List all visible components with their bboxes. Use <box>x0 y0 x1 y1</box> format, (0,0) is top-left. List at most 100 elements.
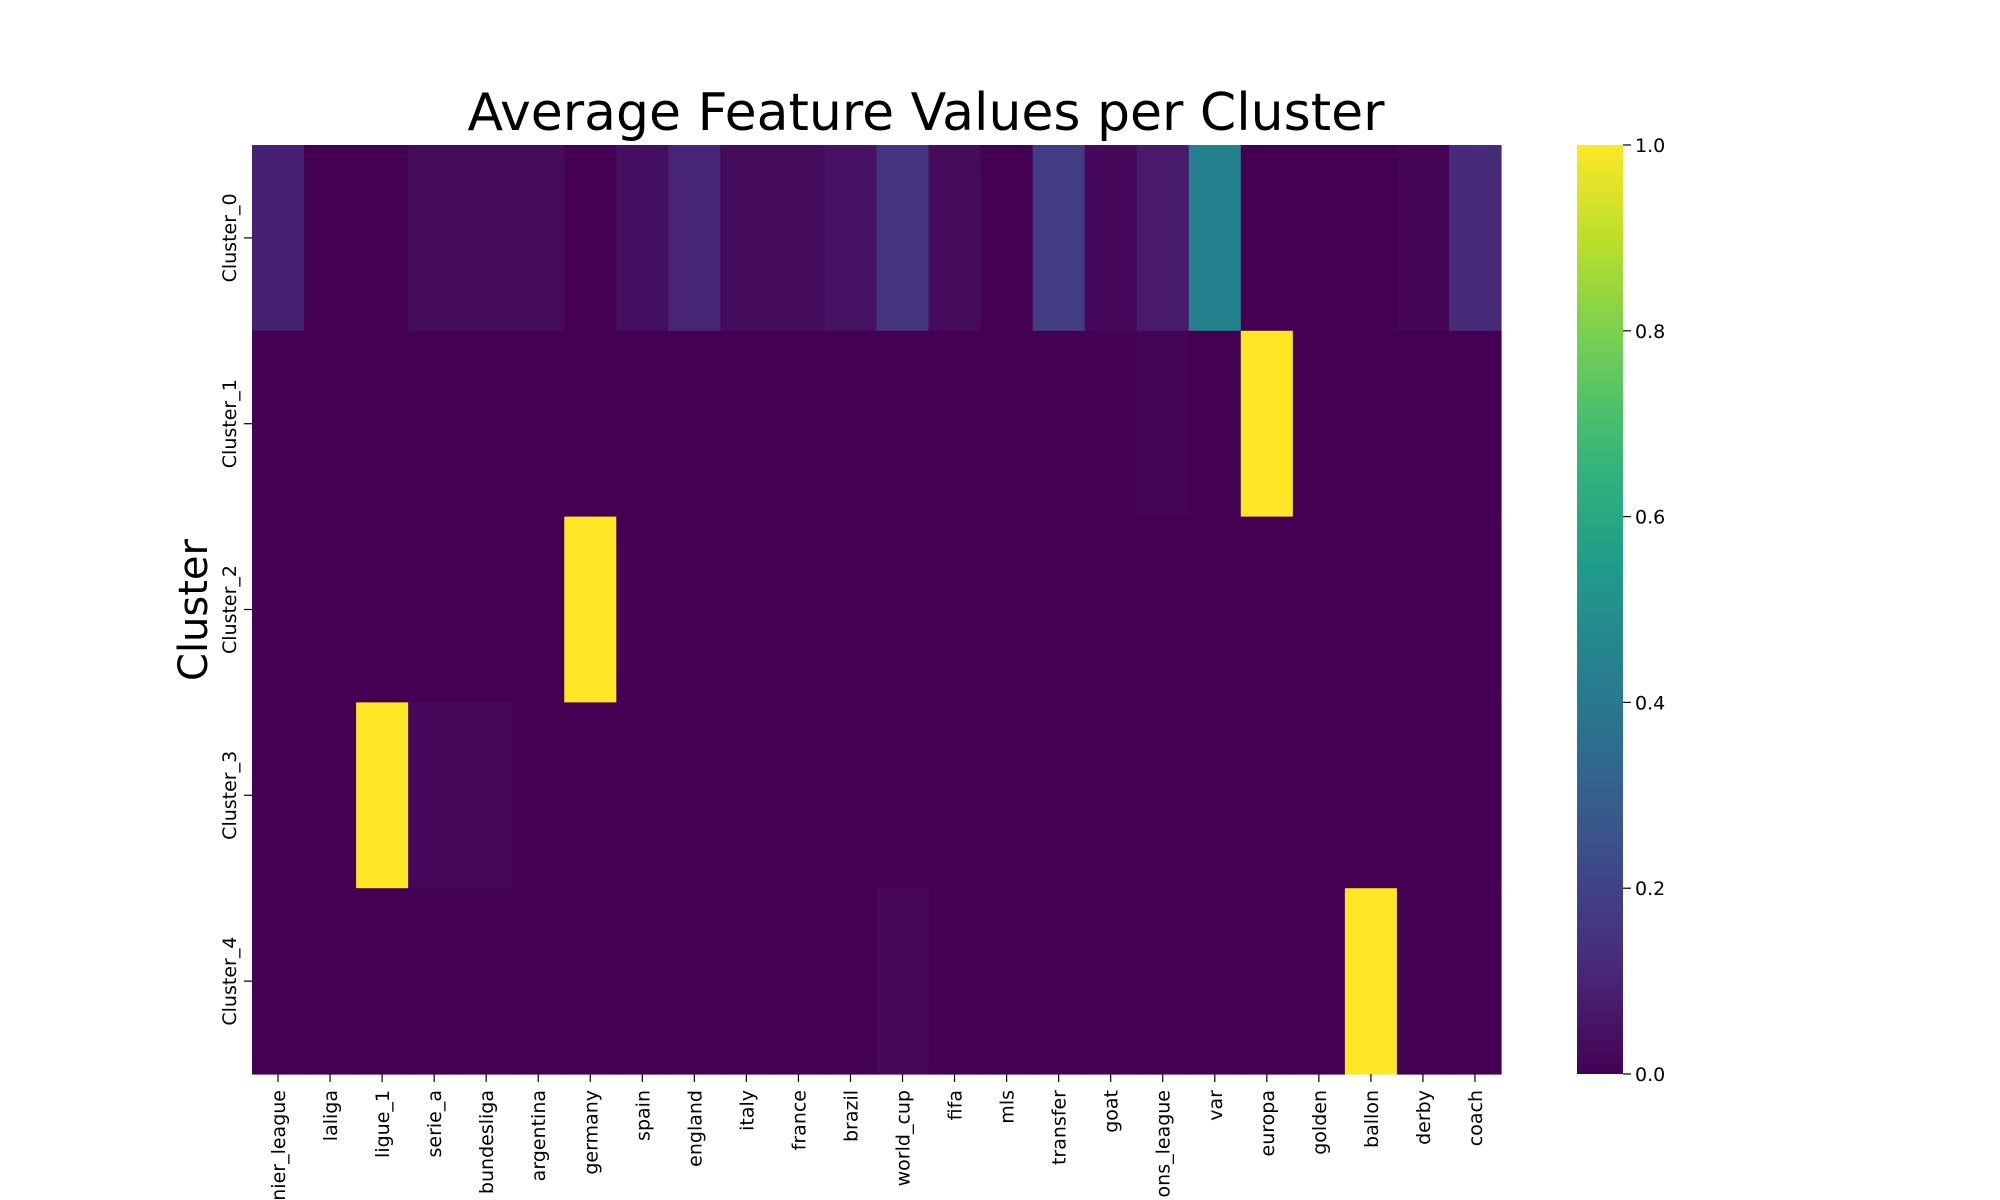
heatmap-cell-Cluster_2-bundesliga <box>460 516 513 703</box>
heatmap-cell-Cluster_1-bundesliga <box>460 330 513 518</box>
heatmap-cell-Cluster_2-europa <box>1240 516 1294 703</box>
heatmap-cell-Cluster_3-brazil <box>824 702 878 889</box>
heatmap-cell-Cluster_0-goat <box>1084 145 1138 332</box>
heatmap-cell-Cluster_2-golden <box>1292 516 1346 703</box>
x-tick-label: ligue_1 <box>372 1090 394 1158</box>
heatmap-cell-Cluster_1-ligue_1 <box>356 330 409 518</box>
heatmap-cell-Cluster_3-laliga <box>304 702 357 889</box>
heatmap-cell-Cluster_4-mls <box>980 888 1034 1075</box>
heatmap-cell-Cluster_2-argentina <box>512 516 565 703</box>
heatmap-cell-Cluster_0-serie_a <box>408 145 461 332</box>
heatmap-cell-Cluster_3-golden <box>1292 702 1346 889</box>
colorbar-tick-label: 0.8 <box>1635 321 1665 343</box>
x-tick-label: europa <box>1257 1090 1279 1156</box>
heatmap-cell-Cluster_4-derby <box>1396 888 1450 1075</box>
y-tick-label: Cluster_1 <box>219 379 241 468</box>
colorbar-tick-label: 0.4 <box>1635 692 1665 714</box>
heatmap-cell-Cluster_1-spain <box>616 330 669 518</box>
heatmap-cell-Cluster_4-premier_league <box>252 888 305 1075</box>
x-tick-label: brazil <box>840 1090 862 1142</box>
heatmap-cell-Cluster_0-fifa <box>928 145 982 332</box>
heatmap-cell-Cluster_3-germany <box>564 702 617 889</box>
heatmap-cells <box>252 145 1502 1075</box>
x-tick-label: england <box>684 1090 706 1167</box>
colorbar-tick-label: 0.6 <box>1635 507 1665 529</box>
heatmap-cell-Cluster_4-spain <box>616 888 669 1075</box>
heatmap-cell-Cluster_1-europa <box>1240 330 1294 518</box>
y-tick-label: Cluster_3 <box>219 751 241 840</box>
x-tick-label: spain <box>632 1090 654 1141</box>
heatmap-cell-Cluster_3-europa <box>1240 702 1294 889</box>
heatmap-cell-Cluster_2-premier_league <box>252 516 305 703</box>
heatmap-cell-Cluster_2-coach <box>1448 516 1502 703</box>
y-tick-label: Cluster_2 <box>219 565 241 654</box>
heatmap-cell-Cluster_4-france <box>772 888 826 1075</box>
heatmap-cell-Cluster_2-italy <box>720 516 774 703</box>
heatmap-cell-Cluster_1-mls <box>980 330 1034 518</box>
heatmap-cell-Cluster_1-serie_a <box>408 330 461 518</box>
x-tick-label: transfer <box>1049 1090 1071 1165</box>
heatmap-cell-Cluster_3-bundesliga <box>460 702 513 889</box>
x-tick-label: derby <box>1413 1090 1435 1145</box>
colorbar-tick-label: 0.2 <box>1635 878 1665 900</box>
heatmap-cell-Cluster_0-france <box>772 145 826 332</box>
heatmap-cell-Cluster_2-england <box>668 516 721 703</box>
heatmap-cell-Cluster_0-ligue_1 <box>356 145 409 332</box>
heatmap-cell-Cluster_1-england <box>668 330 721 518</box>
heatmap-cell-Cluster_1-coach <box>1448 330 1502 518</box>
heatmap-cell-Cluster_2-goat <box>1084 516 1138 703</box>
heatmap-cell-Cluster_0-england <box>668 145 721 332</box>
heatmap-cell-Cluster_0-premier_league <box>252 145 305 332</box>
heatmap-cell-Cluster_3-serie_a <box>408 702 461 889</box>
heatmap-cell-Cluster_4-brazil <box>824 888 878 1075</box>
heatmap-cell-Cluster_3-spain <box>616 702 669 889</box>
heatmap-cell-Cluster_4-coach <box>1448 888 1502 1075</box>
heatmap-cell-Cluster_3-england <box>668 702 721 889</box>
heatmap-cell-Cluster_4-ballon <box>1344 888 1398 1075</box>
heatmap-cell-Cluster_2-france <box>772 516 826 703</box>
heatmap-cell-Cluster_2-derby <box>1396 516 1450 703</box>
heatmap-cell-Cluster_3-ligue_1 <box>356 702 409 889</box>
heatmap-cell-Cluster_3-argentina <box>512 702 565 889</box>
heatmap-cell-Cluster_4-fifa <box>928 888 982 1075</box>
heatmap-cell-Cluster_3-champions_league <box>1136 702 1190 889</box>
heatmap-cell-Cluster_1-var <box>1188 330 1242 518</box>
heatmap-cell-Cluster_3-var <box>1188 702 1242 889</box>
x-tick-label: ons_league <box>1153 1090 1175 1197</box>
heatmap-cell-Cluster_1-germany <box>564 330 617 518</box>
x-tick-label: ballon <box>1361 1090 1383 1148</box>
heatmap-cell-Cluster_4-serie_a <box>408 888 461 1075</box>
x-tick-label: var <box>1205 1090 1227 1121</box>
heatmap-cell-Cluster_4-ligue_1 <box>356 888 409 1075</box>
heatmap-cell-Cluster_2-spain <box>616 516 669 703</box>
x-tick-label: argentina <box>528 1090 550 1181</box>
heatmap-cell-Cluster_4-world_cup <box>876 888 930 1075</box>
heatmap-cell-Cluster_0-germany <box>564 145 617 332</box>
heatmap-cell-Cluster_0-laliga <box>304 145 357 332</box>
heatmap-cell-Cluster_1-fifa <box>928 330 982 518</box>
heatmap-cell-Cluster_1-derby <box>1396 330 1450 518</box>
heatmap-cell-Cluster_2-ballon <box>1344 516 1398 703</box>
heatmap-cell-Cluster_3-world_cup <box>876 702 930 889</box>
x-tick-label: laliga <box>320 1090 342 1141</box>
y-tick-label: Cluster_0 <box>219 193 241 282</box>
heatmap-cell-Cluster_0-italy <box>720 145 774 332</box>
x-tick-label: serie_a <box>424 1090 446 1158</box>
heatmap-cell-Cluster_1-world_cup <box>876 330 930 518</box>
heatmap-cell-Cluster_2-brazil <box>824 516 878 703</box>
heatmap-cell-Cluster_3-transfer <box>1032 702 1086 889</box>
heatmap-cell-Cluster_1-argentina <box>512 330 565 518</box>
heatmap-cell-Cluster_1-brazil <box>824 330 878 518</box>
y-axis-ticks: Cluster_0 Cluster_1 Cluster_2 Cluster_3 Clus… <box>219 193 252 1026</box>
heatmap-cell-Cluster_4-england <box>668 888 721 1075</box>
heatmap-cell-Cluster_4-transfer <box>1032 888 1086 1075</box>
heatmap-cell-Cluster_0-champions_league <box>1136 145 1190 332</box>
x-tick-label: bundesliga <box>476 1090 498 1194</box>
heatmap-cell-Cluster_4-italy <box>720 888 774 1075</box>
heatmap-cell-Cluster_1-italy <box>720 330 774 518</box>
heatmap-cell-Cluster_0-spain <box>616 145 669 332</box>
heatmap-cell-Cluster_3-italy <box>720 702 774 889</box>
heatmap-cell-Cluster_0-world_cup <box>876 145 930 332</box>
heatmap-cell-Cluster_2-fifa <box>928 516 982 703</box>
